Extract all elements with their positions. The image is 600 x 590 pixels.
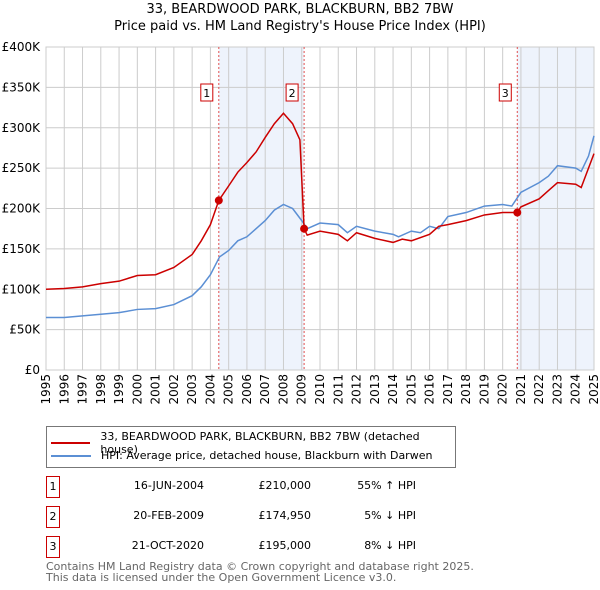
- y-tick-label: £50K: [9, 323, 41, 337]
- y-tick-label: £250K: [2, 161, 42, 175]
- x-tick-label: 1998: [94, 374, 108, 405]
- x-tick-label: 2009: [295, 374, 309, 405]
- x-tick-label: 2002: [167, 374, 181, 405]
- sale-point: [214, 196, 223, 205]
- x-tick-label: 2011: [331, 374, 345, 405]
- legend-label-hpi: HPI: Average price, detached house, Blac…: [101, 449, 433, 462]
- x-tick-label: 2004: [203, 374, 217, 405]
- y-tick-label: £300K: [2, 121, 42, 135]
- y-tick-label: £100K: [2, 282, 42, 296]
- sale-date: 21-OCT-2020: [131, 539, 204, 552]
- x-tick-label: 2000: [130, 374, 144, 405]
- sale-date: 16-JUN-2004: [133, 479, 204, 492]
- sale-hpi-diff: 5% ↓ HPI: [364, 509, 416, 522]
- y-tick-label: £350K: [2, 80, 42, 94]
- x-tick-label: 2007: [258, 374, 272, 405]
- x-tick-label: 2015: [404, 374, 418, 405]
- sale-hpi-diff: 8% ↓ HPI: [364, 539, 416, 552]
- sale-label: 1: [203, 87, 210, 100]
- sale-row: 3 21-OCT-2020 £195,000 8% ↓ HPI: [46, 536, 466, 558]
- x-tick-label: 2013: [368, 374, 382, 405]
- x-tick-label: 1996: [57, 374, 71, 405]
- hpi-line: [46, 135, 595, 319]
- sale-row: 1 16-JUN-2004 £210,000 55% ↑ HPI: [46, 476, 466, 498]
- x-tick-label: 2021: [514, 374, 528, 405]
- x-tick-label: 2010: [313, 374, 327, 405]
- sale-marker-badge: 2: [46, 506, 60, 528]
- x-tick-label: 2018: [459, 374, 473, 405]
- footer-licence: This data is licensed under the Open Gov…: [46, 571, 397, 584]
- x-tick-label: 2017: [441, 374, 455, 405]
- x-tick-label: 1995: [39, 374, 53, 405]
- x-tick-label: 1997: [76, 374, 90, 405]
- sale-price: £195,000: [258, 539, 312, 552]
- sale-label: 3: [502, 87, 509, 100]
- x-tick-label: 2016: [423, 374, 437, 405]
- footer-copyright: Contains HM Land Registry data © Crown c…: [46, 560, 474, 573]
- x-tick-label: 2001: [149, 374, 163, 405]
- x-tick-label: 1999: [112, 374, 126, 405]
- x-tick-label: 2014: [386, 374, 400, 405]
- plot-border: [45, 46, 595, 371]
- x-tick-label: 2006: [240, 374, 254, 405]
- legend-swatch-blue: [51, 454, 91, 457]
- sale-price: £210,000: [258, 479, 312, 492]
- x-tick-label: 2025: [587, 374, 600, 405]
- x-tick-label: 2005: [222, 374, 236, 405]
- chart-title: 33, BEARDWOOD PARK, BLACKBURN, BB2 7BW: [146, 2, 454, 17]
- sale-label-box: [285, 83, 299, 102]
- legend-swatch-red: [51, 442, 91, 444]
- x-tick-label: 2023: [550, 374, 564, 405]
- x-tick-label: 2022: [532, 374, 546, 405]
- sale-point: [300, 224, 309, 233]
- sale-row: 2 20-FEB-2009 £174,950 5% ↓ HPI: [46, 506, 466, 528]
- plot-area: £0 £50K £100K £150K £200K £250K £300K £350K £400…: [2, 40, 600, 405]
- sale-point: [513, 208, 522, 217]
- sale-label-box: [200, 83, 214, 102]
- sale-label-box: [498, 83, 512, 102]
- sale-label: 2: [289, 87, 296, 100]
- sale-marker-badge: 1: [46, 476, 60, 498]
- x-tick-label: 2008: [276, 374, 290, 405]
- y-tick-label: £0: [25, 363, 40, 377]
- sale-marker-badge: 3: [46, 536, 60, 558]
- sale-hpi-diff: 55% ↑ HPI: [357, 479, 416, 492]
- y-tick-label: £200K: [2, 202, 42, 216]
- legend-label-property: 33, BEARDWOOD PARK, BLACKBURN, BB2 7BW (…: [100, 430, 420, 456]
- x-tick-label: 2024: [569, 374, 583, 405]
- chart-subtitle: Price paid vs. HM Land Registry's House …: [114, 19, 486, 34]
- x-tick-label: 2012: [350, 374, 364, 405]
- sale-date: 20-FEB-2009: [133, 509, 204, 522]
- x-tick-label: 2019: [477, 374, 491, 405]
- y-tick-label: £150K: [2, 242, 42, 256]
- legend: 33, BEARDWOOD PARK, BLACKBURN, BB2 7BW (…: [46, 426, 456, 468]
- y-tick-label: £400K: [2, 40, 42, 54]
- x-tick-label: 2003: [185, 374, 199, 405]
- x-tick-label: 2020: [496, 374, 510, 405]
- sale-price: £174,950: [258, 509, 312, 522]
